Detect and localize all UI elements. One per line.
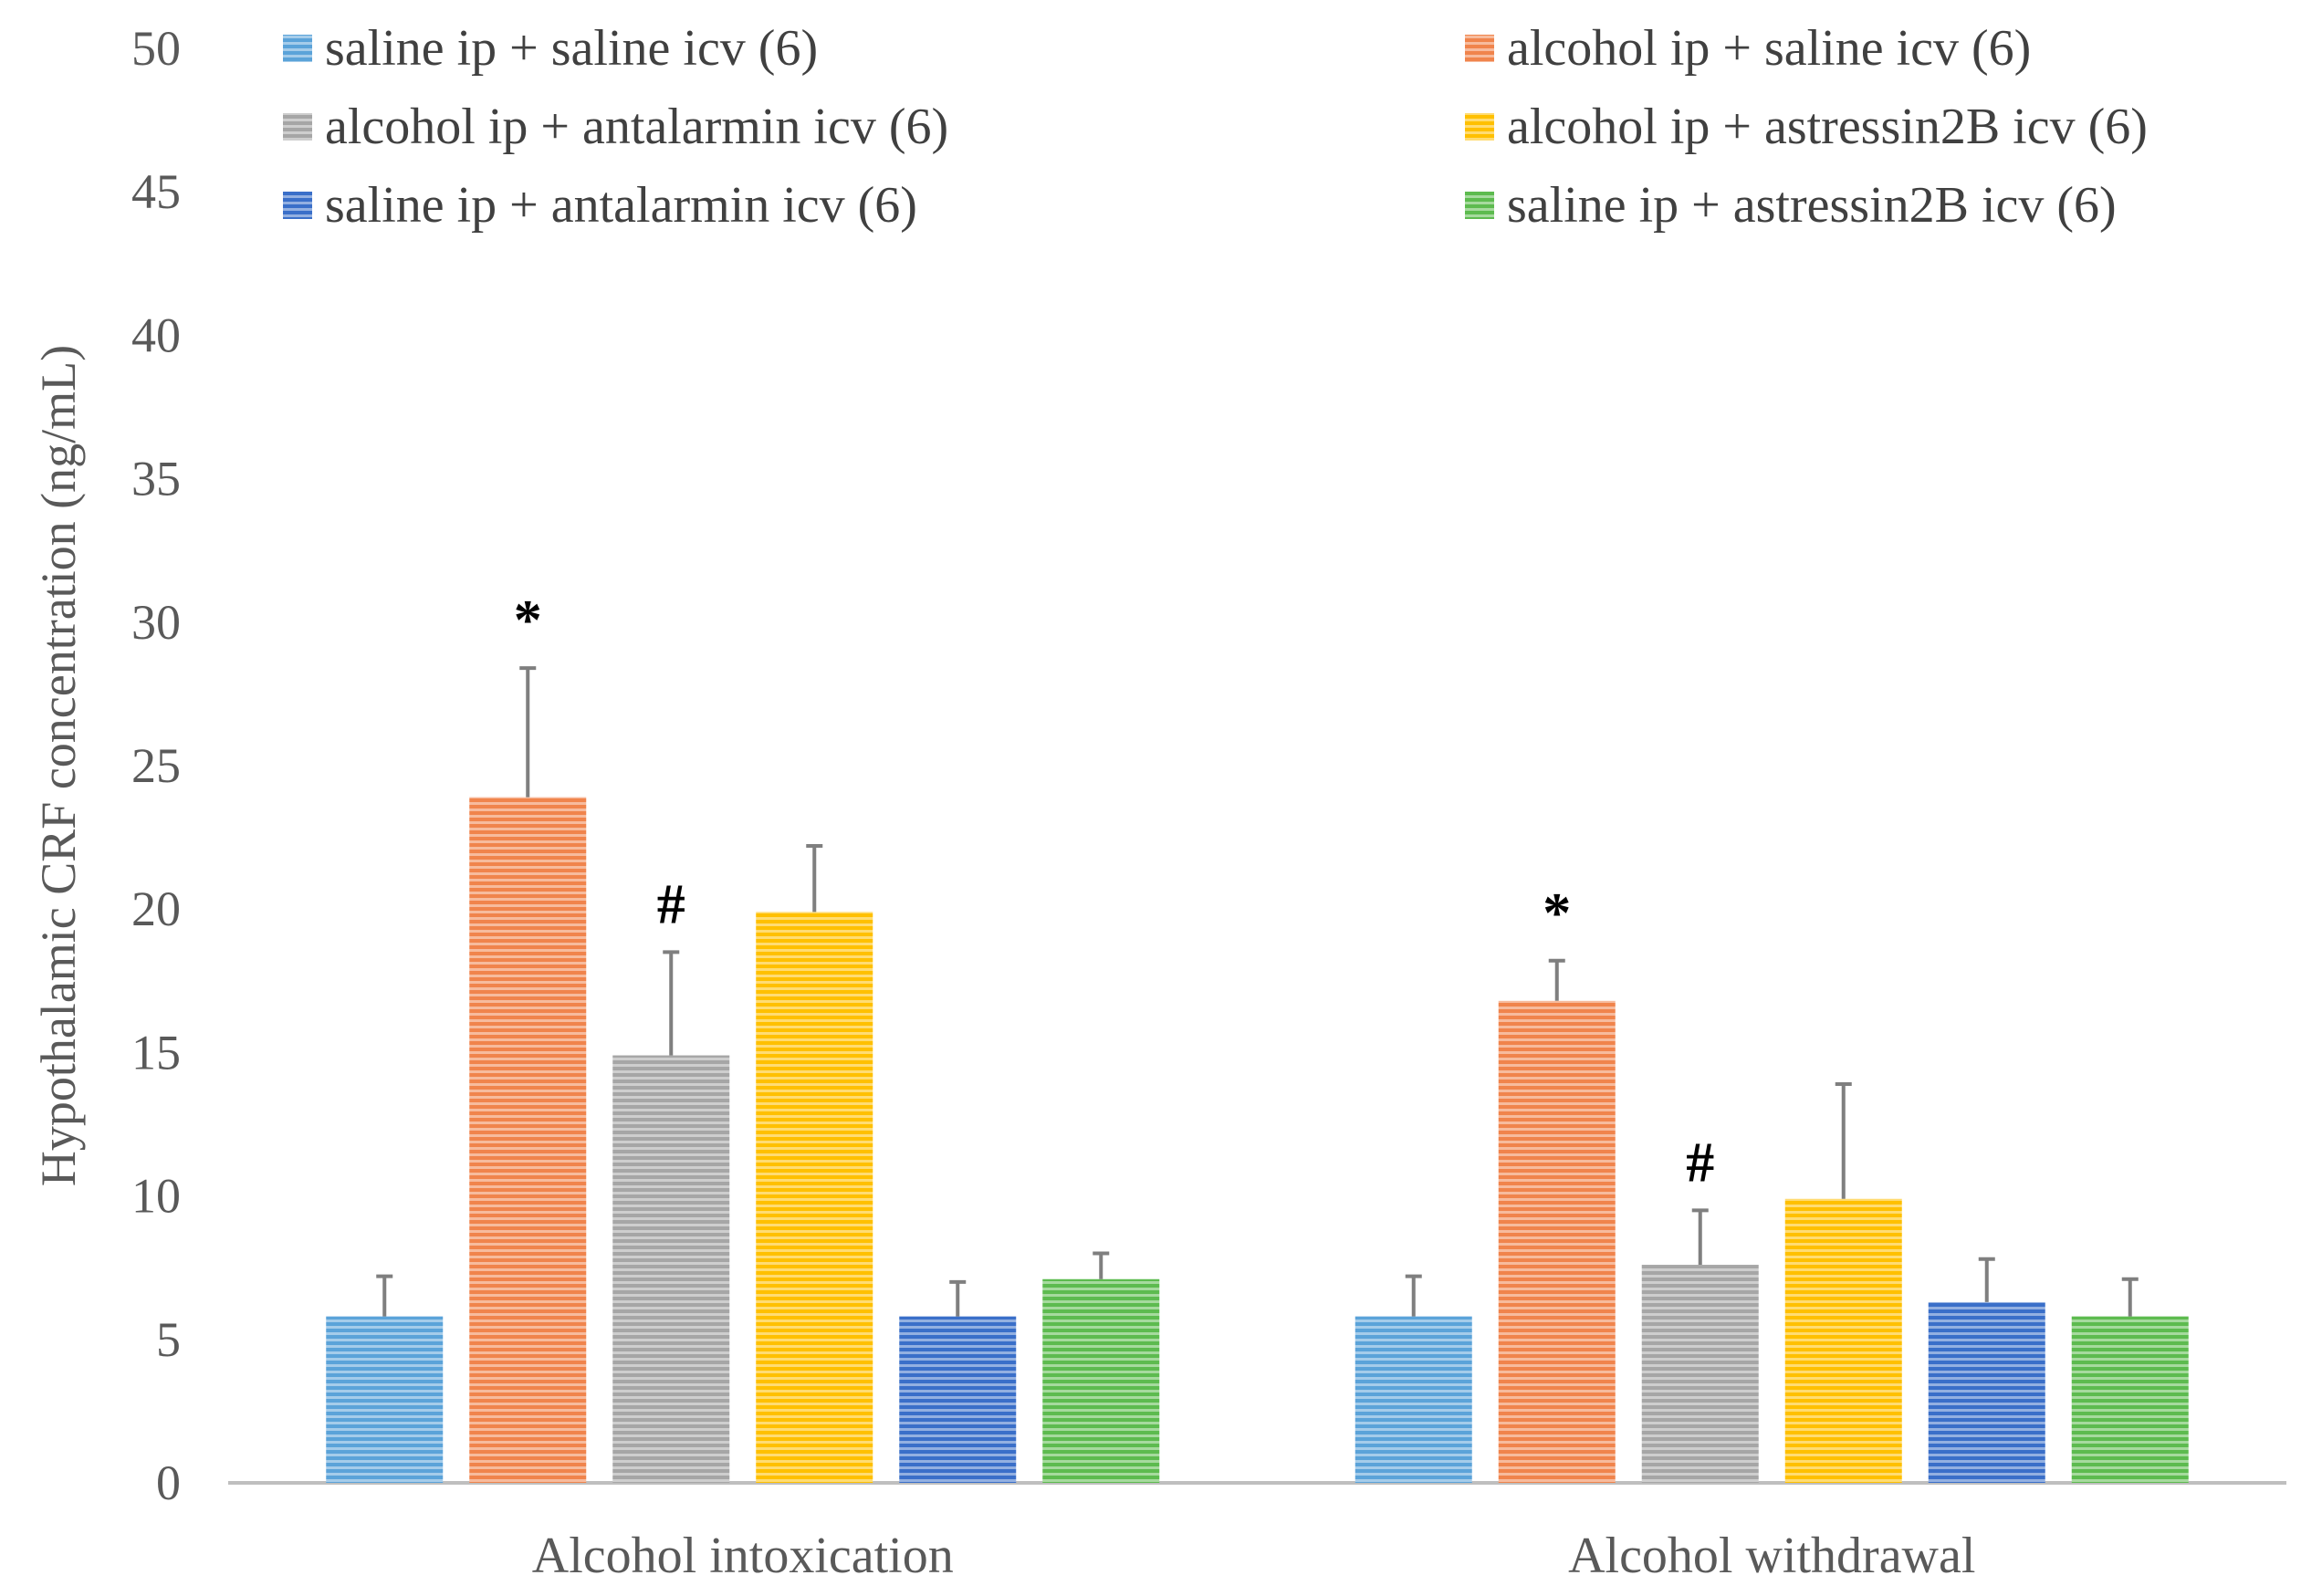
legend-label: alcohol ip + astressin2B icv (6) xyxy=(1507,99,2148,155)
y-tick-label: 25 xyxy=(131,738,181,793)
legend-swatch xyxy=(1465,113,1494,141)
y-tick-label: 15 xyxy=(131,1025,181,1080)
y-tick-label: 45 xyxy=(131,164,181,219)
error-bar-layer xyxy=(376,666,2139,1317)
significance-label: # xyxy=(1686,1132,1714,1194)
x-category-label: Alcohol withdrawal xyxy=(1568,1528,1975,1584)
legend-label: alcohol ip + saline icv (6) xyxy=(1507,20,2031,77)
bar xyxy=(1928,1301,2045,1483)
bar xyxy=(1042,1278,1160,1483)
bar xyxy=(1784,1198,1902,1483)
y-axis-title: Hypothalamic CRF concentration (ng/mL) xyxy=(31,345,86,1186)
y-tick-label: 50 xyxy=(131,21,181,76)
y-tick-label: 30 xyxy=(131,595,181,650)
legend-swatch xyxy=(1465,35,1494,62)
axis-layer: 0 5 10 15 20 25 30 35 40 45 50 Hypothalamic CRF con… xyxy=(31,21,2286,1584)
legend: saline ip + saline icv (6) alcohol ip + s… xyxy=(283,20,2148,234)
annotation-layer: * # * # xyxy=(514,589,1715,1194)
bar xyxy=(899,1316,1017,1483)
significance-label: * xyxy=(1543,882,1571,944)
y-tick-label: 10 xyxy=(131,1169,181,1224)
legend-label: alcohol ip + antalarmin icv (6) xyxy=(325,99,948,155)
y-tick-label: 20 xyxy=(131,881,181,936)
bar-layer xyxy=(326,797,2189,1483)
bar xyxy=(1354,1316,1472,1483)
bar xyxy=(326,1316,444,1483)
legend-swatch xyxy=(283,192,312,219)
bar xyxy=(2071,1316,2189,1483)
x-category-label: Alcohol intoxication xyxy=(532,1528,954,1584)
y-tick-label: 5 xyxy=(156,1312,181,1367)
bar xyxy=(756,912,873,1483)
legend-label: saline ip + saline icv (6) xyxy=(325,20,818,77)
legend-swatch xyxy=(1465,192,1494,219)
bar xyxy=(1641,1265,1759,1483)
y-tick-label: 35 xyxy=(131,452,181,506)
legend-label: saline ip + antalarmin icv (6) xyxy=(325,177,917,234)
bar xyxy=(612,1055,730,1483)
y-tick-label: 0 xyxy=(156,1455,181,1510)
bar xyxy=(469,797,587,1483)
bar xyxy=(1498,1000,1616,1483)
significance-label: * xyxy=(514,589,542,652)
y-tick-label: 40 xyxy=(131,308,181,362)
legend-swatch xyxy=(283,113,312,141)
legend-swatch xyxy=(283,35,312,62)
significance-label: # xyxy=(657,873,685,935)
legend-label: saline ip + astressin2B icv (6) xyxy=(1507,177,2117,234)
